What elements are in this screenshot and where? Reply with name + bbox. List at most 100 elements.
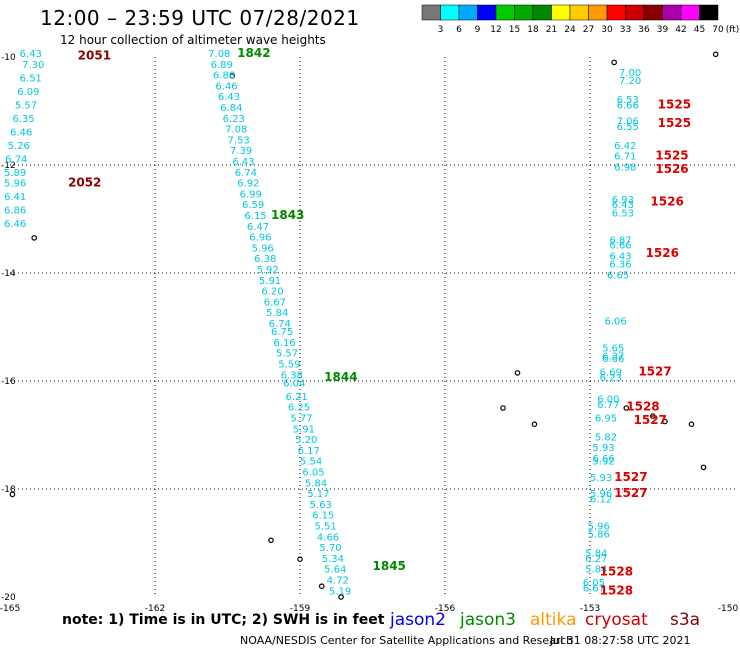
colorbar-tick-label: 36 — [638, 25, 650, 35]
map-subtitle: 12 hour collection of altimeter wave hei… — [60, 33, 326, 47]
wave-height-label: 6.46 — [10, 127, 32, 138]
footnote: note: 1) Time is in UTC; 2) SWH is in fe… — [62, 612, 385, 628]
color-scale-bar: 3 6 9 12 15 18 21 24 27 30 33 36 39 42 45 70 (ft) — [421, 4, 740, 35]
wave-height-label: 5.70 — [319, 543, 341, 554]
island-marker — [268, 537, 274, 544]
pass-time-label: 1527 — [638, 365, 671, 379]
island-marker — [650, 413, 656, 419]
wave-height-label: 5.64 — [324, 565, 346, 576]
wave-height-label: 5.91 — [259, 276, 281, 287]
wave-height-label: 6.00 — [597, 395, 619, 406]
wave-height-label: 5.20 — [295, 435, 317, 446]
colorbar-tick-label: 21 — [546, 25, 557, 35]
wave-height-label: 5.84 — [585, 549, 607, 560]
pass-time-label: 1528 — [600, 564, 633, 578]
credit-line: NOAA/NESDIS Center for Satellite Applica… — [240, 634, 574, 647]
wave-height-label: 5.17 — [307, 489, 329, 500]
wave-height-label: 6.55 — [617, 122, 639, 133]
wave-height-label: 6.67 — [583, 584, 605, 595]
wave-height-label: 5.51 — [315, 522, 337, 533]
wave-height-label: 5.96 — [588, 522, 610, 533]
wave-height-label: 6.86 — [4, 206, 26, 217]
wave-height-label: 5.93 — [590, 473, 612, 484]
colorbar-tick-label: 39 — [657, 25, 669, 35]
pass-time-label: 1845 — [373, 559, 406, 573]
island-marker — [611, 59, 617, 66]
wave-height-label: 6.16 — [273, 338, 295, 349]
wave-height-label: 6.06 — [605, 316, 627, 327]
wave-height-label: 6.69 — [600, 368, 622, 379]
wave-height-label: 5.84 — [305, 478, 327, 489]
wave-height-label: 7.30 — [22, 60, 44, 71]
wave-height-label: 6.04 — [283, 378, 305, 389]
island-marker — [623, 405, 630, 411]
colorbar-tick-label: 3 — [438, 25, 444, 35]
x-tick-label: -165 — [0, 604, 20, 614]
pass-time-label: 1843 — [271, 208, 304, 222]
wave-height-label: 5.84 — [585, 565, 607, 576]
colorbar-tick-label: 30 — [601, 25, 613, 35]
wave-height-label: 7.39 — [230, 146, 252, 157]
pass-time-label: 1844 — [324, 370, 357, 384]
wave-height-label: 7.00 — [619, 68, 641, 79]
colorbar-swatch — [699, 4, 719, 21]
map-title: 12:00 – 23:59 UTC 07/28/2021 — [40, 6, 360, 30]
colorbar-tick-label: 6 — [456, 25, 462, 35]
wave-height-label: 6.92 — [237, 179, 259, 190]
wave-height-label: 6.43 — [218, 92, 240, 103]
island-marker — [500, 405, 506, 411]
pass-time-label: 1527 — [634, 413, 667, 427]
x-tick-label: -159 — [290, 604, 311, 614]
pass-time-label: 2051 — [78, 49, 111, 63]
legend-altika: altika — [530, 610, 577, 630]
wave-height-label: 6.98 — [614, 162, 636, 173]
colorbar-tick-label: 45 — [694, 25, 705, 35]
wave-height-label: 5.92 — [257, 265, 279, 276]
wave-height-label: 6.37 — [602, 351, 624, 362]
pass-time-label: 1526 — [655, 162, 688, 176]
wave-height-label: 6.43 — [612, 200, 634, 211]
wave-height-label: 6.20 — [261, 287, 283, 298]
wave-height-label: 5.19 — [329, 586, 351, 597]
x-tick-label: -150 — [718, 604, 739, 614]
wave-height-label: 5.54 — [300, 457, 322, 468]
y-tick-label: -14 — [1, 269, 16, 279]
y-tick-label: -12 — [1, 161, 16, 171]
colorbar-tick-label: 27 — [583, 25, 594, 35]
wave-height-label: 6.77 — [597, 400, 619, 411]
pass-time-label: 1842 — [237, 46, 270, 60]
x-tick-label: -162 — [145, 604, 165, 614]
wave-height-label: 5.59 — [278, 360, 300, 371]
wave-height-label: 7.06 — [617, 117, 639, 128]
island-marker — [712, 51, 719, 58]
wave-height-label: 6.74 — [235, 168, 257, 179]
wave-height-label: 6.53 — [617, 95, 639, 106]
y-tick-label: -16 — [1, 377, 16, 387]
wave-height-label: 6.51 — [20, 73, 42, 84]
wave-height-label: 6.87 — [609, 235, 631, 246]
wave-height-label: 6.43 — [609, 252, 631, 263]
colorbar-tick-label: (ft) — [726, 25, 740, 35]
wave-height-label: 6.93 — [612, 195, 634, 206]
wave-height-label: 6.05 — [583, 578, 605, 589]
wave-height-label: 6.66 — [609, 241, 631, 252]
wave-height-label: 6.74 — [5, 154, 27, 165]
wave-height-label: 6.38 — [281, 370, 303, 381]
pass-time-label: 1527 — [614, 486, 647, 500]
wave-height-label: 6.46 — [215, 81, 237, 92]
wave-height-label: 6.53 — [612, 208, 634, 219]
wave-height-label: 6.17 — [298, 446, 320, 457]
wave-height-label: 6.99 — [240, 189, 262, 200]
wave-height-label: 6.75 — [271, 327, 293, 338]
wave-height-label: 6.35 — [12, 114, 34, 125]
wave-height-label: 6.84 — [220, 103, 242, 114]
island-marker — [688, 421, 695, 428]
timestamp: Jul 31 08:27:58 UTC 2021 — [550, 634, 691, 647]
wave-height-label: 5.84 — [266, 308, 288, 319]
island-marker — [700, 464, 707, 471]
legend-cryosat: cryosat — [585, 610, 648, 630]
colorbar-tick-label: 42 — [675, 25, 686, 35]
wave-height-label: 5.91 — [293, 424, 315, 435]
wave-height-label: 5.65 — [602, 343, 624, 354]
